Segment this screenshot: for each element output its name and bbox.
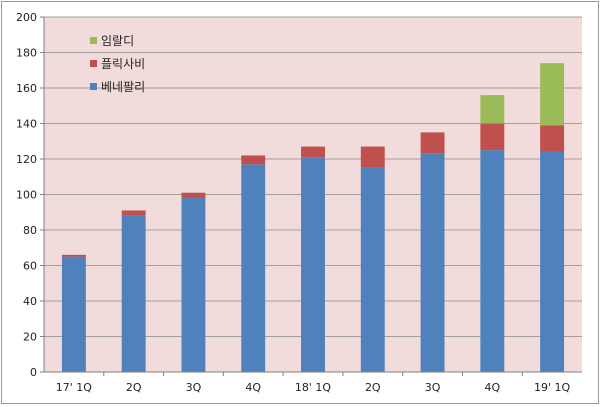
y-tick-label: 120 [16, 153, 37, 166]
bar-segment-series-2 [360, 146, 385, 168]
bar-segment-series-1 [181, 198, 206, 372]
y-tick-labels: 0 20 40 60 80 100 120 140 160 180 200 [16, 11, 37, 379]
x-tick-label: 19' 1Q [534, 381, 571, 394]
bar-segment-series-1 [540, 151, 565, 372]
x-tick-label: 2Q [126, 381, 142, 394]
bar-segment-series-1 [121, 215, 146, 372]
bar-segment-series-1 [360, 167, 385, 372]
bar-segment-series-2 [301, 146, 325, 158]
bar-segment-series-2 [540, 125, 565, 152]
y-tick-label: 0 [30, 366, 37, 379]
bar-segment-series-2 [420, 132, 445, 154]
bar-segment-series-1 [480, 150, 505, 372]
bar-segment-series-1 [241, 164, 266, 372]
y-tick-label: 140 [16, 118, 37, 131]
x-tick-label: 3Q [186, 381, 202, 394]
y-tick-label: 100 [16, 189, 37, 202]
bar-segment-series-1 [301, 157, 325, 372]
bar-segment-series-2 [480, 123, 505, 151]
bar-segment-series-2 [121, 210, 146, 216]
x-tick-label: 4Q [245, 381, 261, 394]
legend-label: 베네팔리 [101, 80, 145, 94]
x-tick-label: 17' 1Q [56, 381, 93, 394]
bars [61, 63, 565, 372]
x-tick-label: 3Q [425, 381, 441, 394]
legend-swatch [90, 37, 97, 44]
y-tick-label: 40 [23, 295, 37, 308]
axes [43, 17, 582, 376]
legend-swatch [90, 60, 97, 67]
x-tick-label: 4Q [484, 381, 500, 394]
x-tick-labels: 17' 1Q 2Q 3Q 4Q 18' 1Q 2Q 3Q 4Q 19' 1Q [56, 381, 571, 394]
bar-segment-series-2 [241, 155, 266, 165]
x-tick-label: 2Q [365, 381, 381, 394]
bar-segment-series-3 [480, 95, 505, 124]
bar-segment-series-3 [540, 63, 565, 126]
x-tick-label: 18' 1Q [295, 381, 332, 394]
stacked-bar-chart: 0 20 40 60 80 100 120 140 160 180 200 17' 1Q 2Q 3Q 4Q… [16, 11, 582, 394]
y-tick-label: 20 [23, 331, 37, 344]
y-tick-label: 160 [16, 82, 37, 95]
legend-label: 임랄디 [101, 34, 134, 48]
y-tick-label: 80 [23, 224, 37, 237]
bar-segment-series-1 [420, 153, 445, 372]
bar-segment-series-1 [61, 256, 86, 372]
y-tick-label: 180 [16, 47, 37, 60]
bar-segment-series-2 [61, 254, 86, 257]
bar-segment-series-2 [181, 192, 206, 199]
y-tick-label: 60 [23, 260, 37, 273]
legend-swatch [90, 83, 97, 90]
legend-label: 플릭사비 [101, 57, 145, 71]
y-tick-label: 200 [16, 11, 37, 24]
